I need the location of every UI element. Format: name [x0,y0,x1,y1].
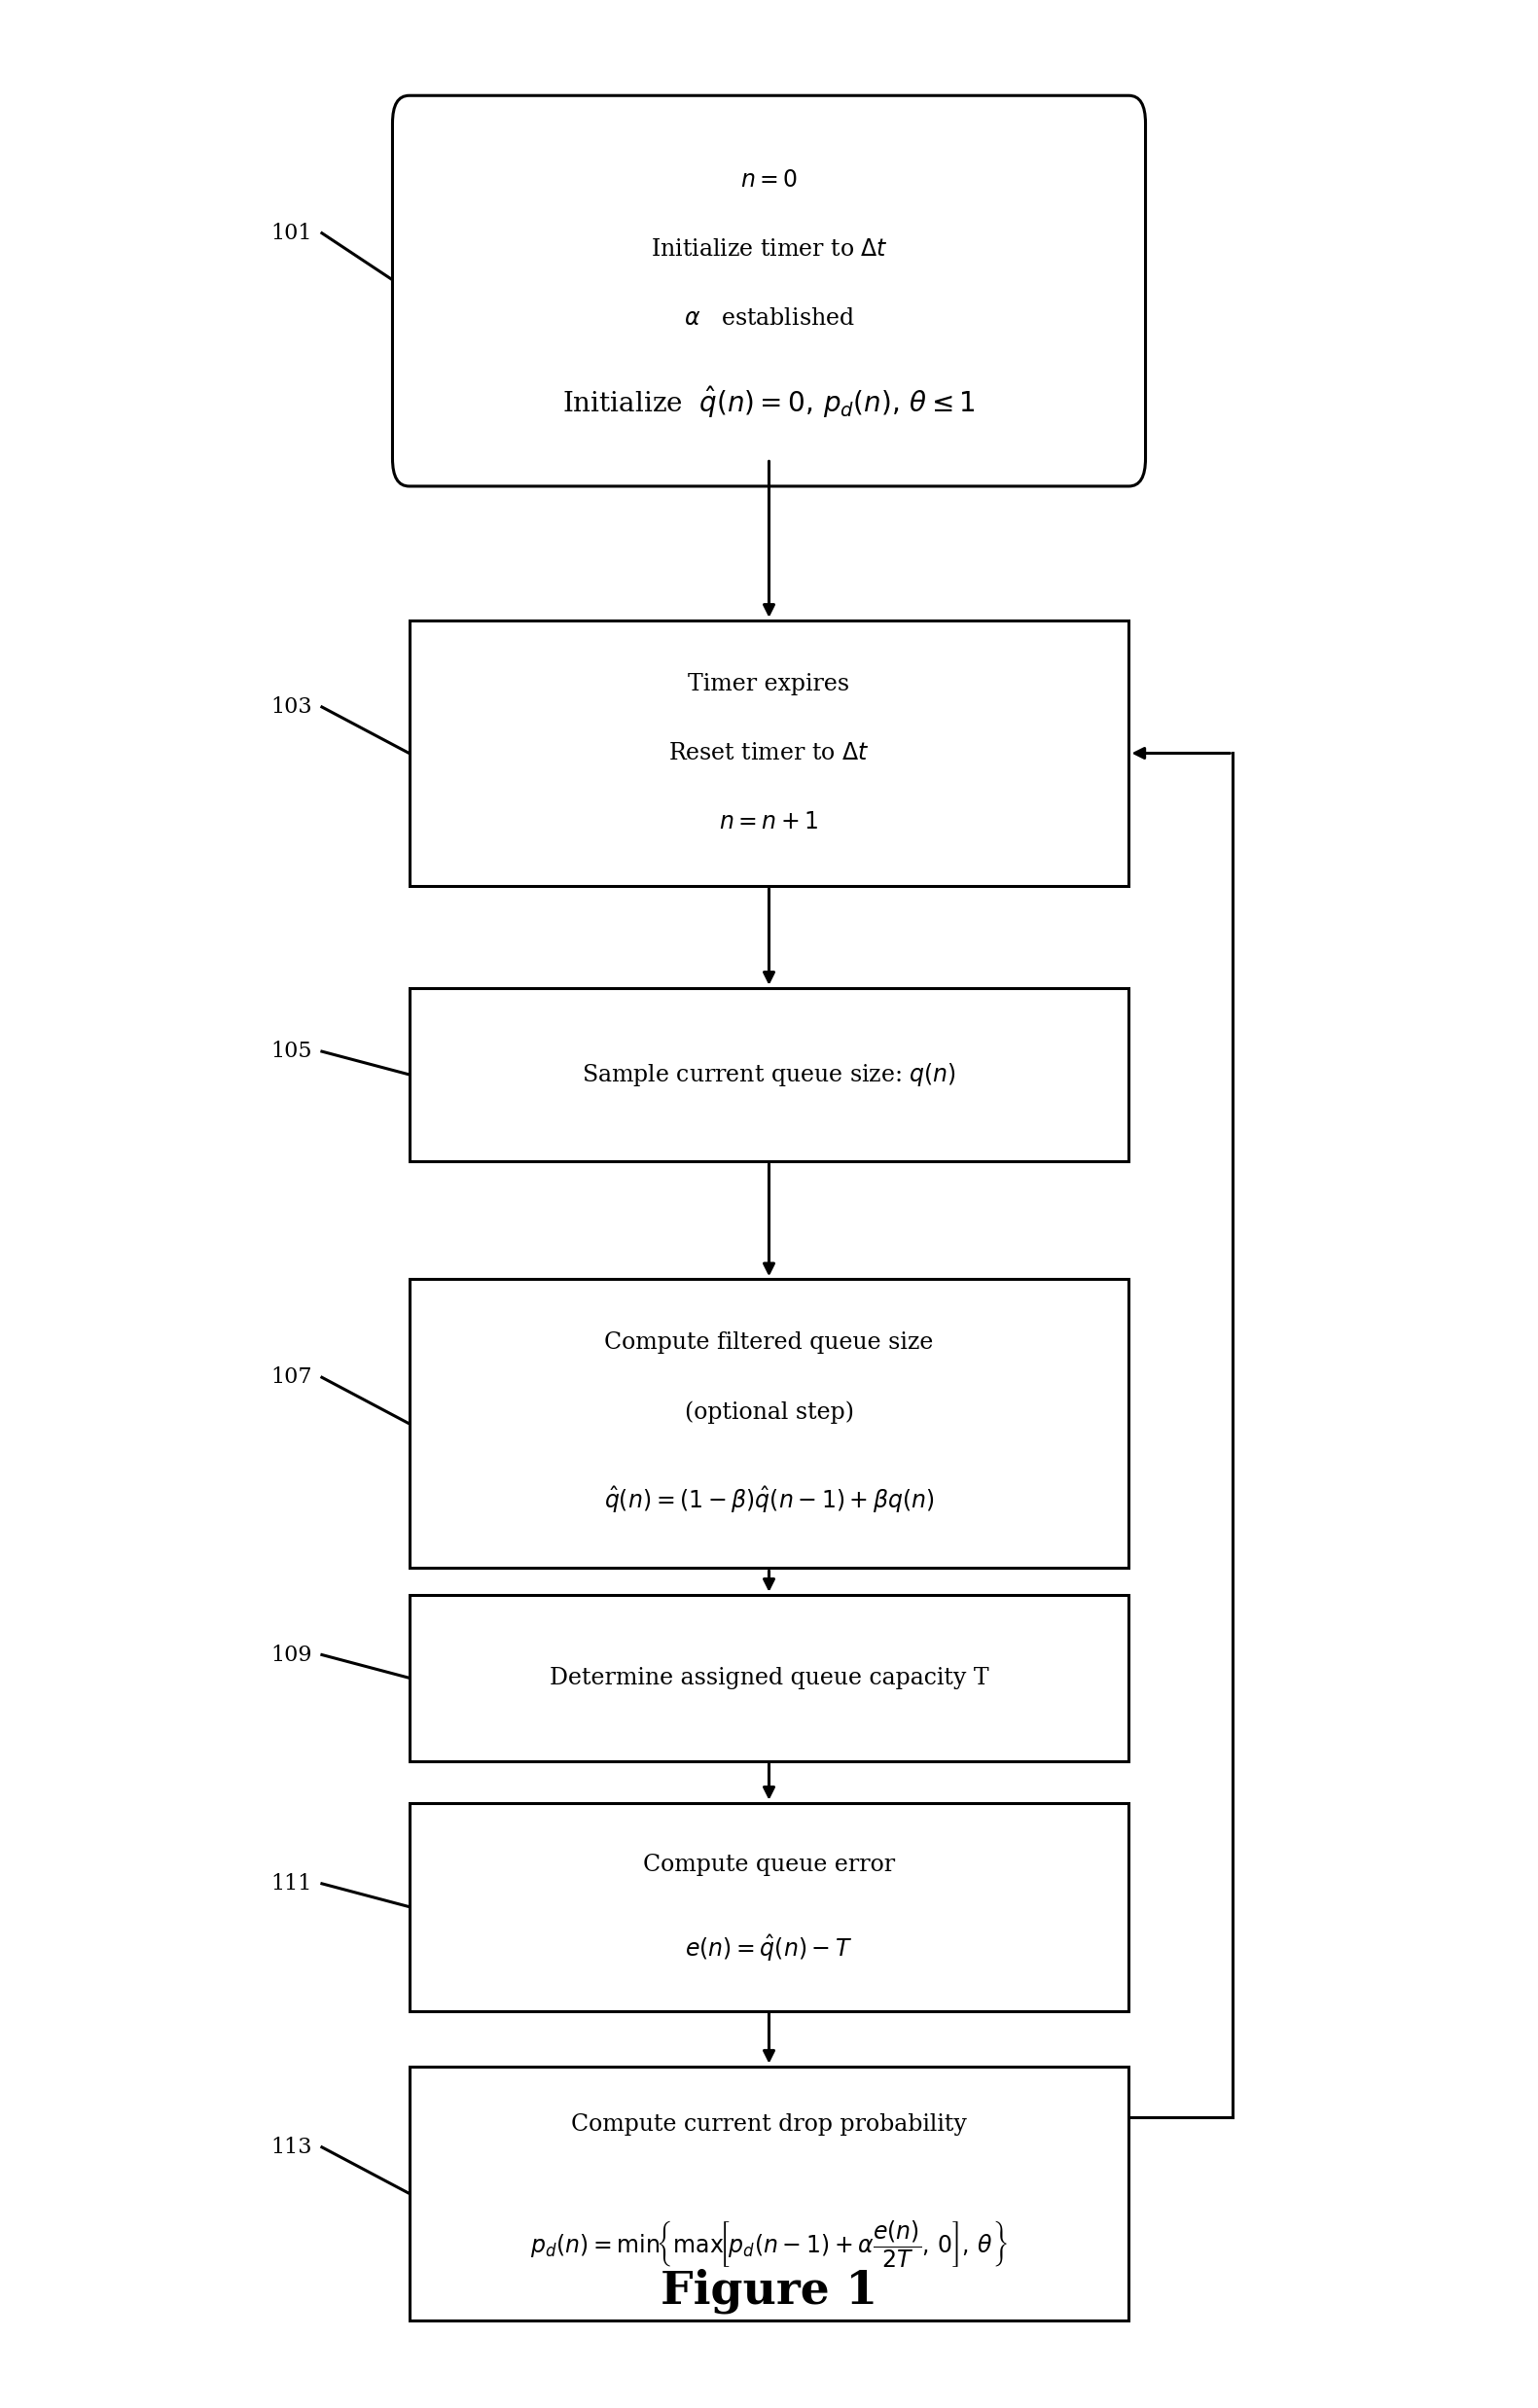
FancyBboxPatch shape [409,1279,1129,1568]
Text: Initialize  $\hat{q}(n) = 0,\, p_d(n),\, \theta \leq 1$: Initialize $\hat{q}(n) = 0,\, p_d(n),\, … [563,383,975,419]
Text: Timer expires: Timer expires [687,672,851,696]
Text: $p_d(n) = \min\!\left\{\max\!\left[p_d(n-1) + \alpha\dfrac{e(n)}{2T},\, 0\right]: $p_d(n) = \min\!\left\{\max\!\left[p_d(n… [531,2218,1007,2271]
FancyBboxPatch shape [409,621,1129,886]
Text: Compute queue error: Compute queue error [643,1854,895,1876]
Text: 105: 105 [271,1040,312,1062]
Text: $n = 0$: $n = 0$ [740,169,798,190]
FancyBboxPatch shape [409,1804,1129,2011]
Text: Initialize timer to $\Delta t$: Initialize timer to $\Delta t$ [651,238,887,260]
Text: $e(n) = \hat{q}(n) - T$: $e(n) = \hat{q}(n) - T$ [686,1934,852,1963]
FancyBboxPatch shape [392,96,1146,486]
Text: 113: 113 [271,2136,312,2158]
Text: Compute filtered queue size: Compute filtered queue size [604,1332,934,1353]
Text: 111: 111 [271,1873,312,1895]
Text: 107: 107 [271,1368,312,1387]
Text: 103: 103 [271,696,312,718]
Text: 109: 109 [271,1645,312,1666]
FancyBboxPatch shape [409,987,1129,1161]
Text: 101: 101 [271,222,312,243]
Text: Reset timer to $\Delta t$: Reset timer to $\Delta t$ [669,742,869,763]
Text: Determine assigned queue capacity T: Determine assigned queue capacity T [549,1666,989,1688]
Text: Sample current queue size: $q(n)$: Sample current queue size: $q(n)$ [581,1062,957,1088]
FancyBboxPatch shape [409,2066,1129,2321]
FancyBboxPatch shape [409,1594,1129,1760]
Text: $\alpha$   established: $\alpha$ established [683,308,855,330]
Text: $\hat{q}(n) = (1 - \beta)\hat{q}(n-1) + \beta q(n)$: $\hat{q}(n) = (1 - \beta)\hat{q}(n-1) + … [604,1486,934,1515]
Text: (optional step): (optional step) [684,1401,854,1423]
Text: Compute current drop probability: Compute current drop probability [571,2112,967,2136]
Text: Figure 1: Figure 1 [660,2268,878,2314]
Text: $n = n + 1$: $n = n + 1$ [720,811,818,833]
